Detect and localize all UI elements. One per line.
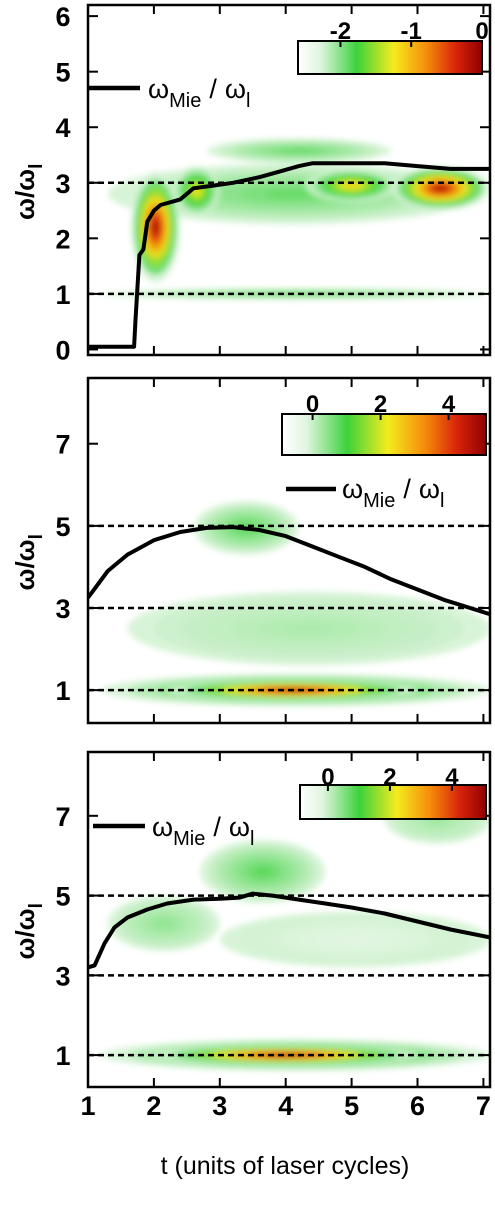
heat-region-1 [266,1053,305,1057]
y-tick-label: 7 [55,430,70,460]
x-tick-label: 5 [344,1091,359,1121]
x-tick-label: 2 [146,1091,161,1121]
legend-omega-l: ω [225,74,246,104]
y-tick-label: 5 [55,512,70,542]
heat-region-6 [285,149,313,153]
mie-curve [88,525,490,617]
colorbar-tick-label: 2 [374,391,387,418]
legend-slash: / [209,74,217,104]
legend-omega: ω [342,474,363,504]
y-tick-label: 5 [55,882,70,912]
y-tick-label: 5 [55,58,70,88]
x-tick-label: 3 [212,1091,227,1121]
colorbar-tick-label: -1 [401,18,422,45]
y-tick-label: 6 [55,2,70,32]
y-tick-label: 1 [55,676,70,706]
legend-sub-mie: Mie [169,90,201,112]
x-axis-label: t (units of laser cycles) [161,1152,410,1180]
y-tick-label: 3 [55,594,70,624]
heat-region-5 [345,183,359,188]
colorbar [297,40,483,75]
heat-region-0 [267,293,324,295]
x-tick-label: 1 [80,1091,95,1121]
x-tick-label: 7 [476,1091,491,1121]
heat-region-2 [152,219,160,236]
axes-frame [86,376,492,725]
colorbar [299,784,487,820]
legend-slash: / [403,474,411,504]
x-tick-label: 6 [410,1091,425,1121]
legend-omega-l: ω [229,812,250,842]
y-tick-label: 1 [55,1041,70,1071]
colorbar-tick-label: 0 [321,764,334,791]
colorbar-tick-label: 0 [306,391,319,418]
legend-label: ωMie / ωl [342,474,444,512]
y-label-part: ω/ω [10,539,40,590]
legend-sub-l: l [440,490,444,512]
y-label-part: ω/ω [10,908,40,959]
colorbar-tick-label: -2 [330,18,351,45]
legend-slash: / [213,812,221,842]
legend-label: ωMie / ωl [152,812,254,850]
legend-sub-l: l [250,828,254,850]
axes-frame [86,750,492,1089]
colorbar-tick-label: 4 [445,764,459,791]
heat-region-5 [335,935,375,944]
y-tick-label: 7 [55,802,70,832]
mie-curve [88,161,490,349]
axes-frame [86,3,492,357]
y-tick-label: 3 [55,961,70,991]
y-axis-label: ω/ωl [10,903,47,959]
legend-sub-mie: Mie [173,828,205,850]
heat-region-2 [282,623,335,634]
colorbar-tick-label: 2 [383,764,396,791]
heat-region-4 [433,185,448,192]
heat-region-2 [253,867,272,877]
y-tick-label: 4 [55,113,70,143]
colorbar-tick-label: 4 [442,391,456,418]
y-tick-label: 2 [55,224,70,254]
y-tick-label: 0 [55,335,70,365]
heat-region-1 [265,189,319,199]
mie-curve [88,891,490,970]
heat-region-4 [155,919,172,928]
legend-sub-l: l [246,90,250,112]
legend-omega-l: ω [419,474,440,504]
y-label-subscript: l [26,534,47,539]
legend-label: ωMie / ωl [148,74,250,112]
y-tick-label: 3 [55,169,70,199]
legend-omega: ω [148,74,169,104]
y-axis-label: ω/ωl [10,534,47,590]
x-tick-label: 4 [278,1091,293,1121]
y-tick-label: 1 [55,280,70,310]
colorbar [281,413,487,456]
y-label-subscript: l [26,903,47,908]
y-label-part: ω/ω [10,169,40,220]
legend-omega: ω [152,812,173,842]
colorbar-tick-label: 0 [475,18,488,45]
legend-sub-mie: Mie [363,490,395,512]
y-axis-label: ω/ωl [10,164,47,220]
y-label-subscript: l [26,164,47,169]
